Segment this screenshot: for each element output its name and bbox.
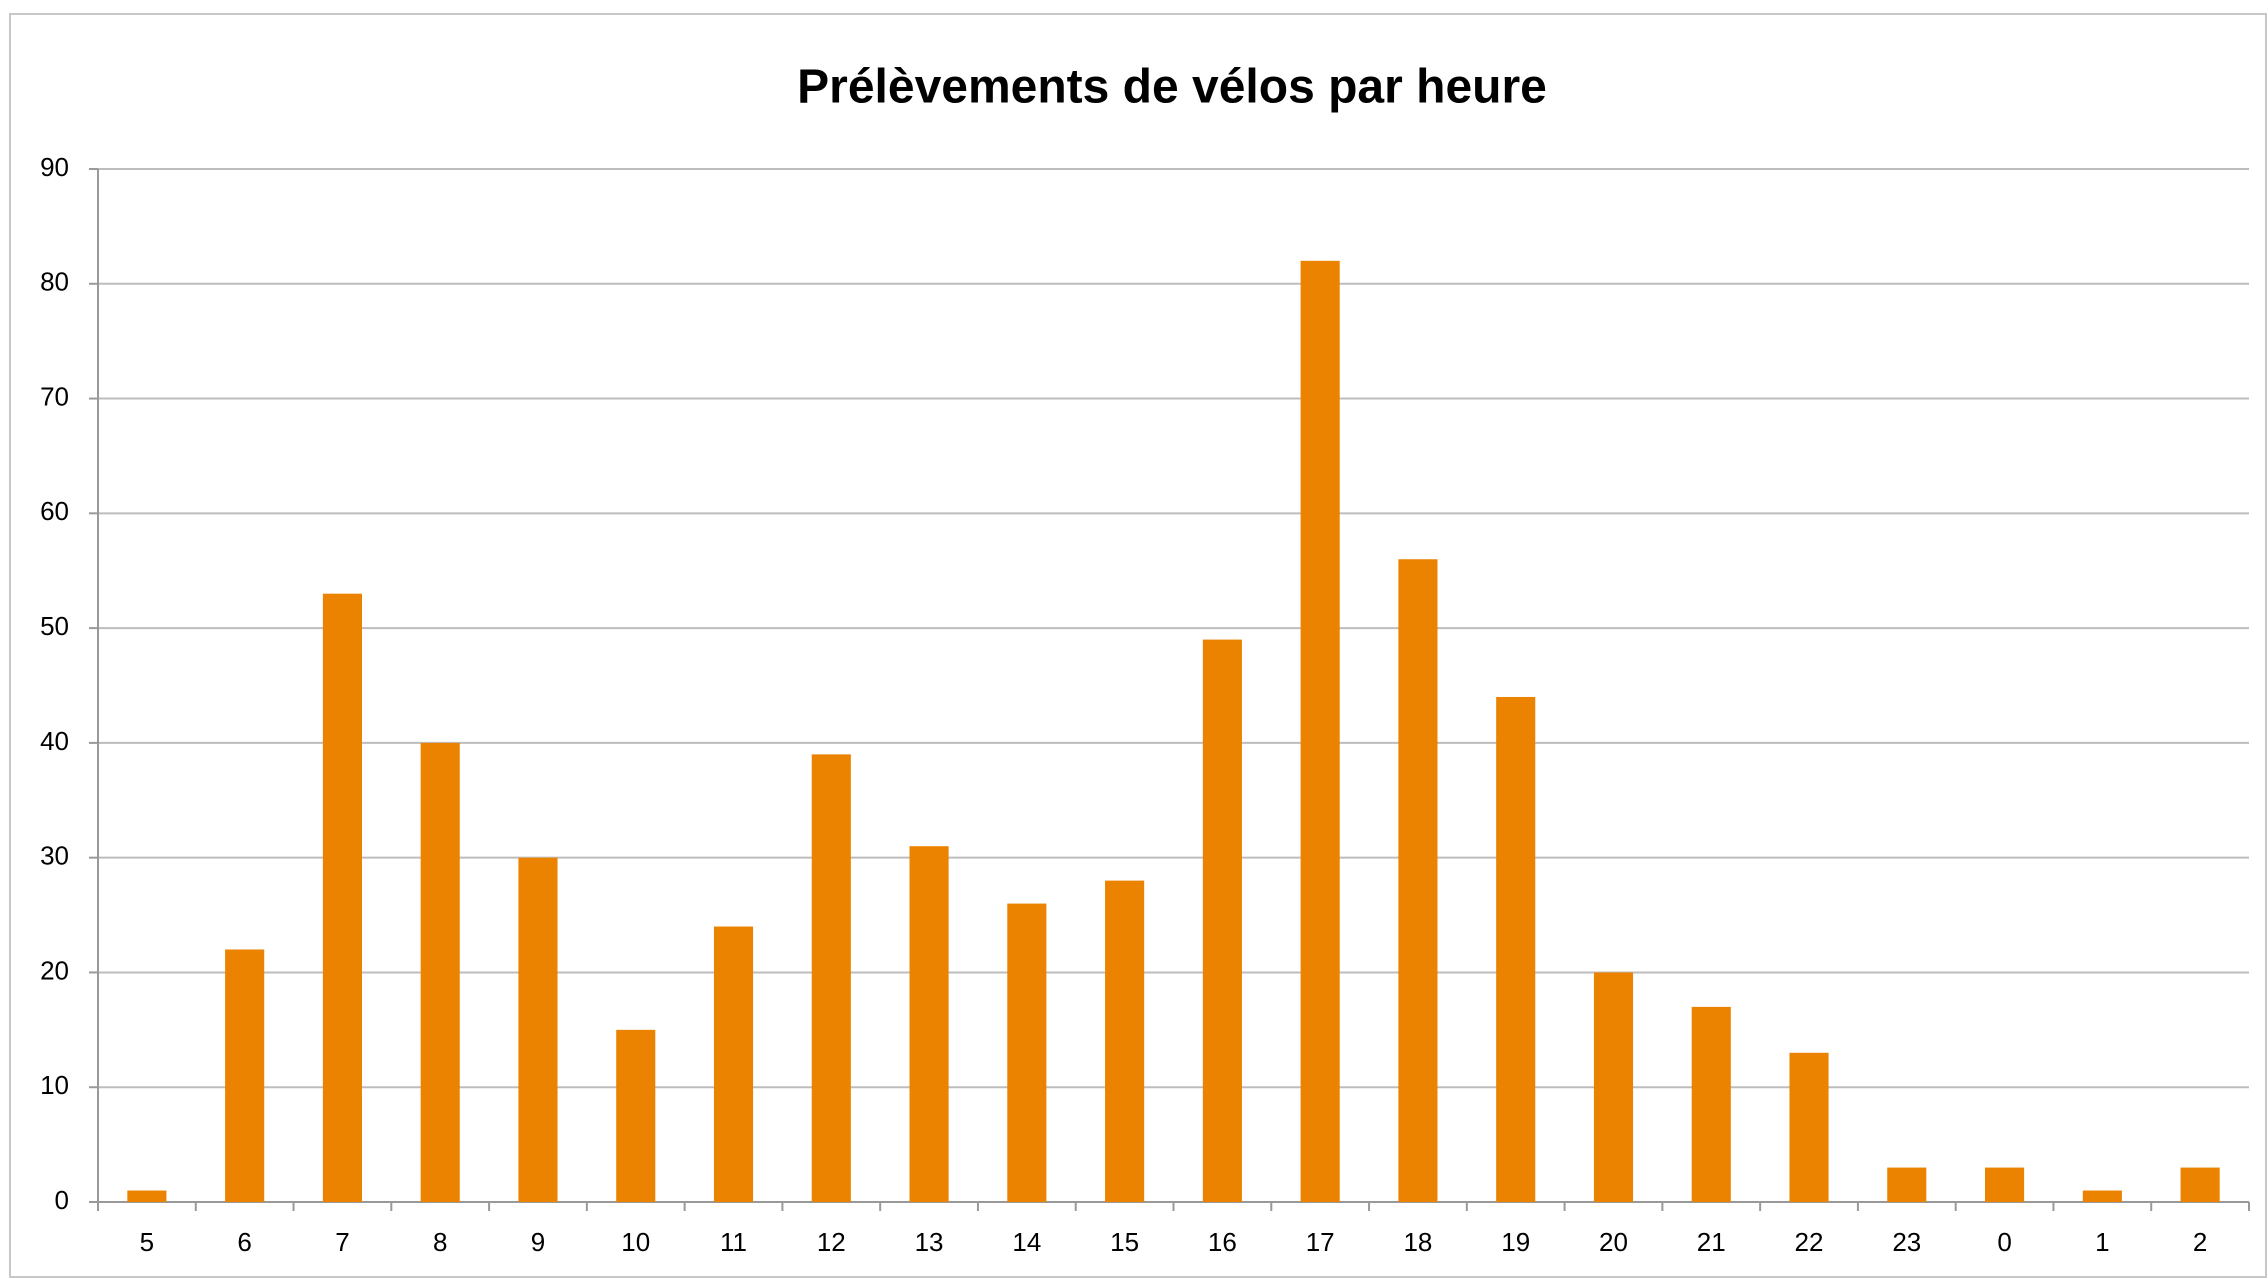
y-tick-label: 80 <box>40 267 69 297</box>
bar <box>1398 559 1438 1202</box>
chart-title: Prélèvements de vélos par heure <box>797 61 1547 114</box>
x-tick-label: 19 <box>1501 1227 1530 1257</box>
x-tick-label: 16 <box>1208 1227 1237 1257</box>
bar <box>1105 880 1145 1202</box>
y-tick-label: 30 <box>40 841 69 871</box>
x-tick-label: 1 <box>2095 1227 2109 1257</box>
bar <box>713 926 754 1202</box>
y-tick-label: 50 <box>40 611 69 641</box>
bar <box>1691 1006 1731 1202</box>
y-tick-label: 70 <box>40 381 69 411</box>
bar <box>225 949 265 1202</box>
x-tick-label: 14 <box>1012 1227 1041 1257</box>
y-tick-label: 60 <box>40 496 69 526</box>
x-tick-label: 23 <box>1892 1227 1921 1257</box>
bar <box>811 754 851 1202</box>
x-tick-label: 11 <box>720 1227 747 1257</box>
bar <box>909 846 949 1202</box>
x-tick-label: 10 <box>621 1227 650 1257</box>
x-tick-label: 6 <box>237 1227 251 1257</box>
bar <box>1887 1167 1927 1202</box>
x-tick-label: 8 <box>433 1227 447 1257</box>
bar <box>1789 1052 1829 1202</box>
bar <box>1593 972 1634 1202</box>
bar <box>2180 1167 2220 1202</box>
x-tick-label: 7 <box>335 1227 349 1257</box>
x-tick-label: 13 <box>915 1227 944 1257</box>
y-tick-label: 90 <box>40 152 69 182</box>
bar <box>1496 696 1536 1202</box>
y-tick-label: 20 <box>40 955 69 985</box>
bar <box>518 857 558 1202</box>
bar <box>1300 260 1340 1202</box>
x-tick-label: 17 <box>1306 1227 1335 1257</box>
bar <box>1007 903 1047 1202</box>
x-tick-label: 15 <box>1110 1227 1139 1257</box>
bar <box>127 1190 167 1202</box>
bar <box>1985 1167 2025 1202</box>
bar <box>322 593 362 1202</box>
bar <box>420 742 460 1202</box>
x-tick-label: 20 <box>1599 1227 1628 1257</box>
x-tick-label: 5 <box>140 1227 154 1257</box>
x-tick-label: 21 <box>1697 1227 1726 1257</box>
x-tick-label: 2 <box>2193 1227 2207 1257</box>
x-tick-label: 0 <box>1997 1227 2011 1257</box>
bar <box>616 1029 656 1202</box>
x-tick-label: 12 <box>817 1227 846 1257</box>
y-tick-label: 10 <box>40 1070 69 1100</box>
y-tick-label: 0 <box>55 1185 69 1215</box>
bar <box>1202 639 1242 1202</box>
x-tick-label: 22 <box>1795 1227 1824 1257</box>
x-tick-label: 9 <box>531 1227 545 1257</box>
y-tick-label: 40 <box>40 726 69 756</box>
bar <box>2082 1190 2122 1202</box>
x-tick-label: 18 <box>1403 1227 1432 1257</box>
